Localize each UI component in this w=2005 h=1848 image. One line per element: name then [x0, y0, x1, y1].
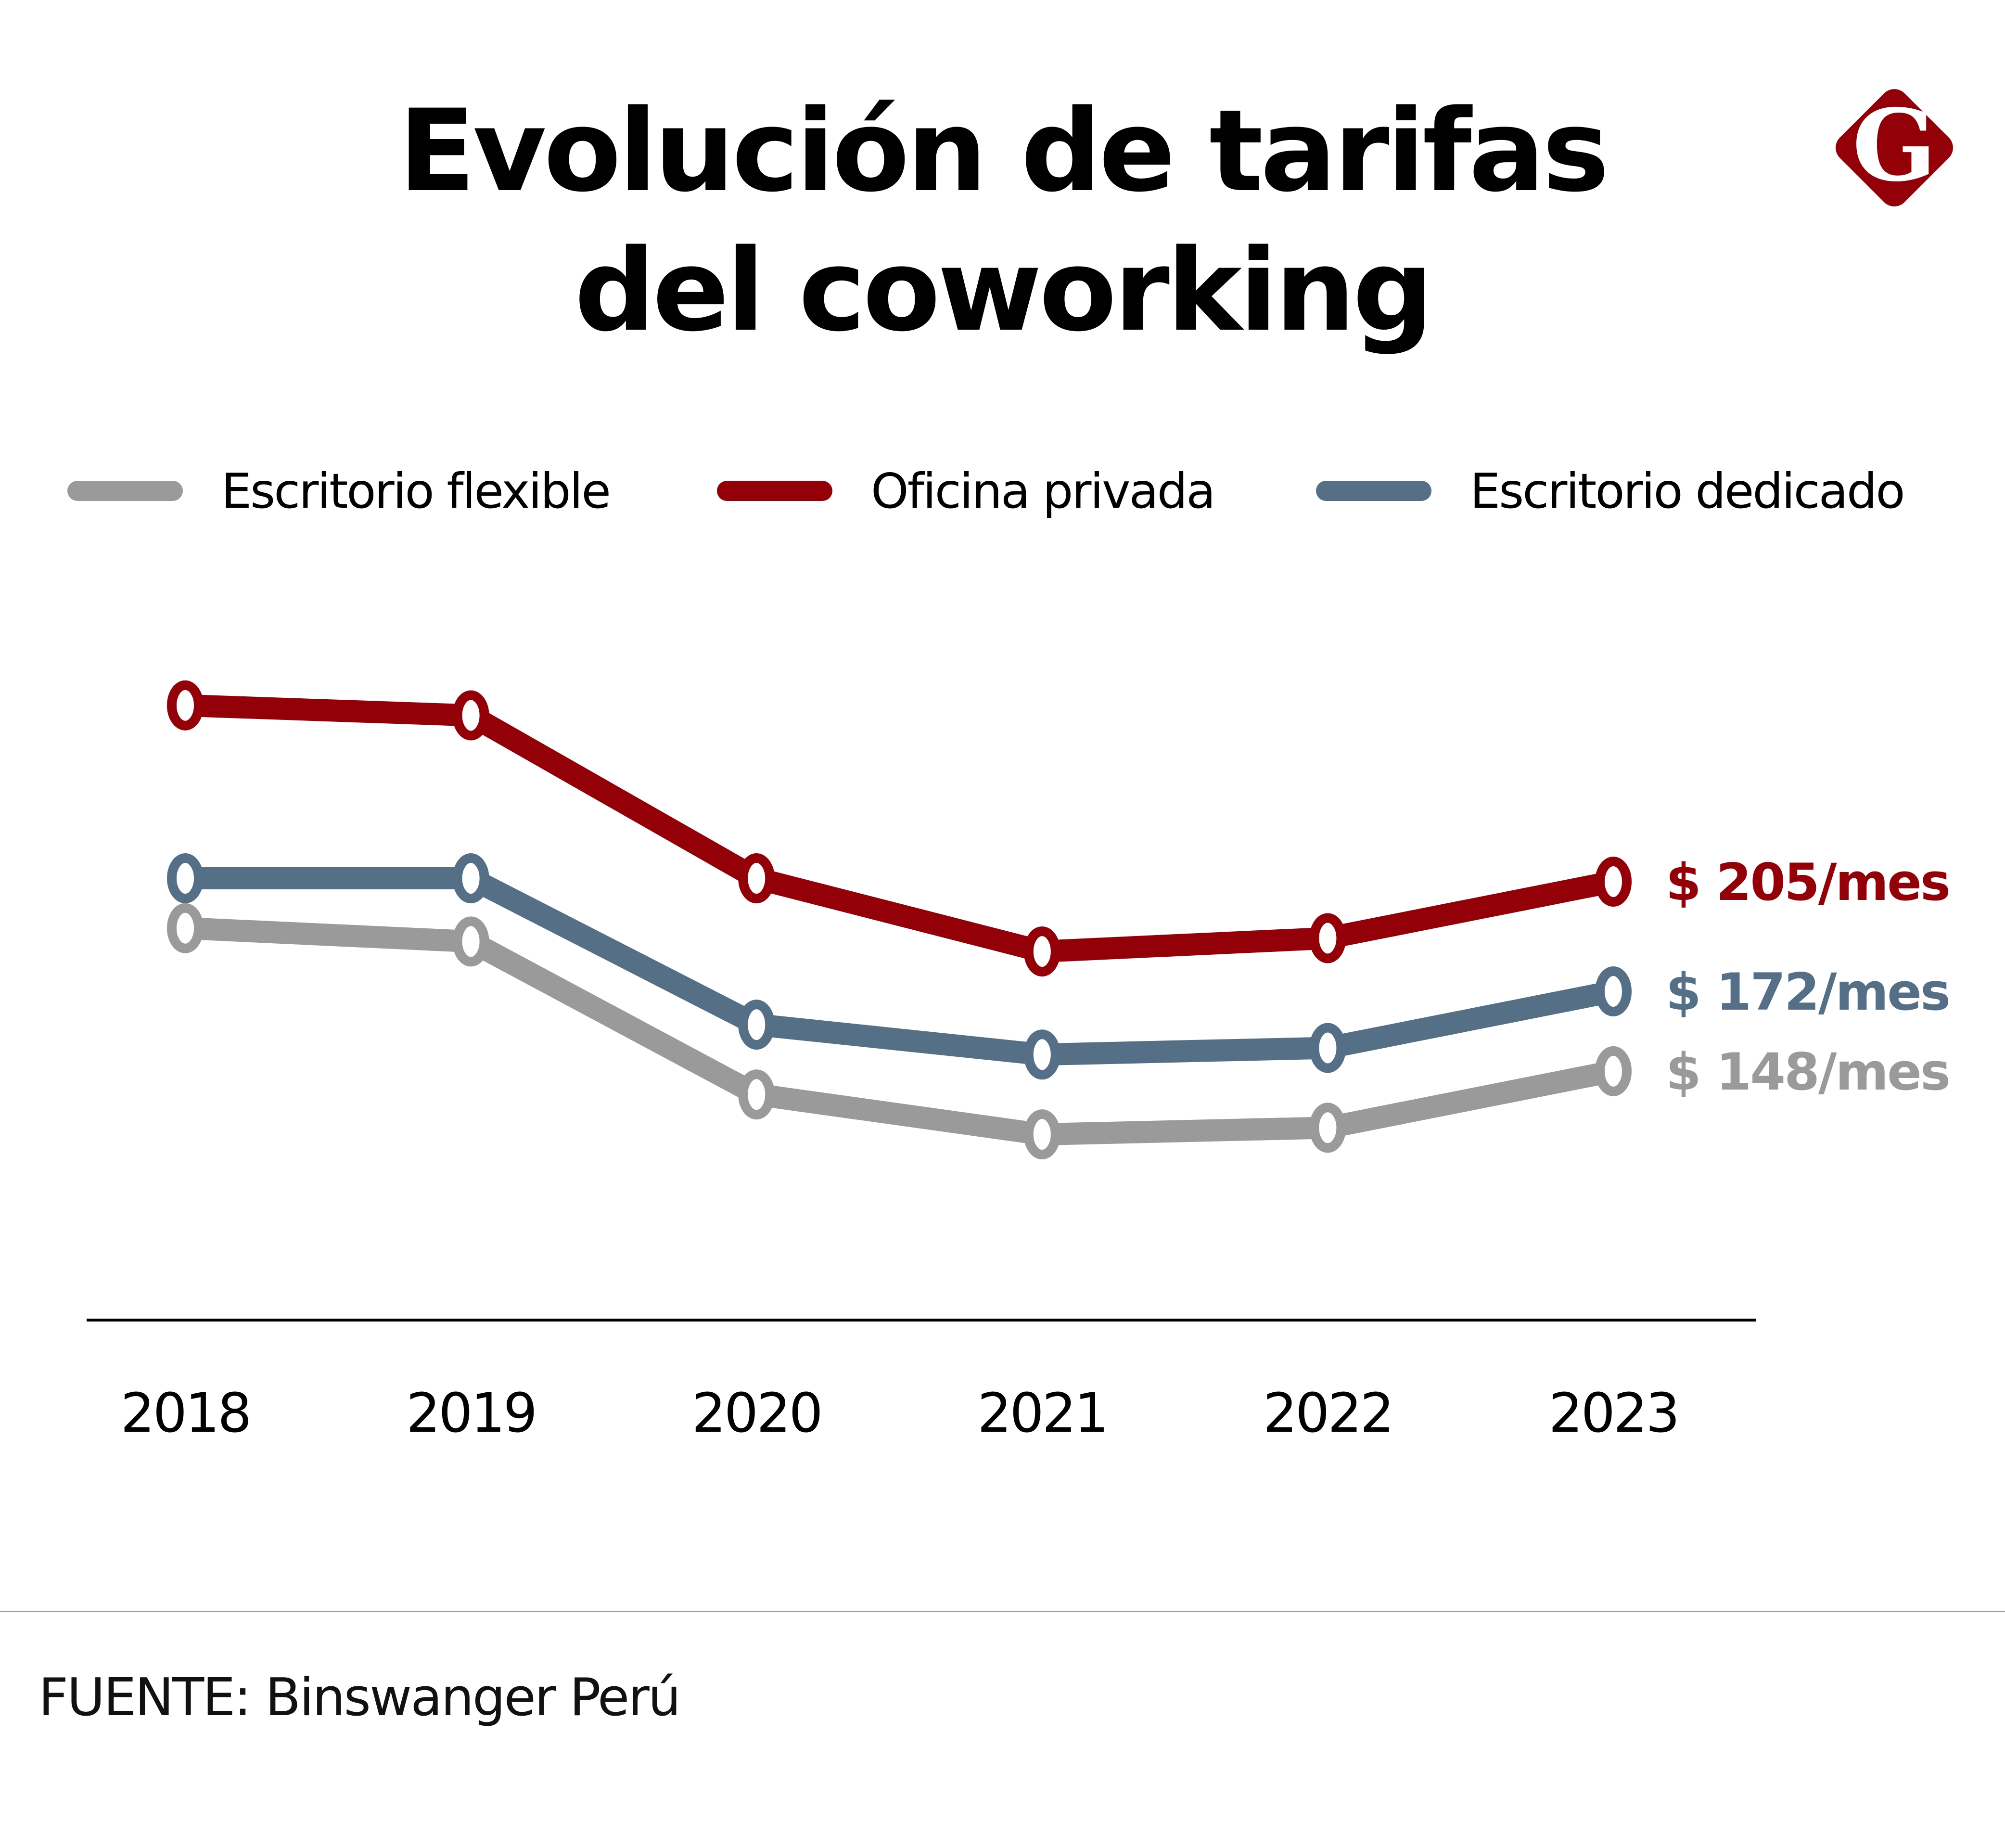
title-line-1: Evolución de tarifas [398, 86, 1609, 217]
x-tick-label: 2023 [1548, 1382, 1678, 1445]
title-line-2: del coworking [574, 225, 1434, 357]
series-escritorio-flexible [167, 903, 1632, 1160]
legend-swatch-gray [67, 481, 183, 501]
data-point-2019 [452, 853, 489, 904]
x-tick-label: 2021 [977, 1382, 1107, 1445]
end-labels: $ 148/mes $ 205/mes $ 172/mes [1666, 853, 1951, 1102]
data-point-2019 [452, 916, 489, 967]
legend-item-escritorio-flexible: Escritorio flexible [67, 460, 611, 522]
data-point-2022 [1309, 1103, 1346, 1153]
logo-diamond [1836, 89, 1953, 206]
data-point-2020 [738, 1000, 775, 1050]
data-point-2019 [452, 690, 489, 741]
data-point-2023 [1595, 966, 1632, 1016]
data-point-2018 [167, 853, 204, 904]
legend: Escritorio flexible Oficina privada Escr… [0, 460, 2005, 522]
data-point-2020 [738, 853, 775, 904]
data-point-2023 [1595, 856, 1632, 907]
legend-swatch-blue [1316, 481, 1431, 501]
legend-label: Oficina privada [871, 462, 1215, 519]
data-point-2018 [167, 680, 204, 731]
series-line [185, 694, 1616, 963]
legend-label: Escritorio dedicado [1470, 462, 1905, 519]
end-value-label: $ 148/mes [1666, 1042, 1949, 1102]
footer-divider [0, 1611, 2005, 1612]
legend-swatch-red [717, 481, 832, 501]
legend-item-escritorio-dedicado: Escritorio dedicado [1316, 460, 1905, 522]
data-point-2022 [1309, 1023, 1346, 1073]
data-point-2020 [738, 1069, 775, 1120]
series-layer [167, 680, 1632, 1160]
data-point-2021 [1023, 926, 1060, 977]
data-point-2021 [1023, 1109, 1060, 1160]
source-note: FUENTE: Binswanger Perú [38, 1668, 681, 1728]
series-escritorio-dedicado [167, 853, 1632, 1080]
end-value-label: $ 205/mes [1666, 853, 1949, 912]
x-tick-label: 2019 [406, 1382, 536, 1445]
chart-title: Evolución de tarifas del coworking [0, 82, 2005, 361]
logo-letter: G [1852, 88, 1936, 204]
x-tick-label: 2022 [1263, 1382, 1392, 1445]
data-point-2022 [1309, 913, 1346, 963]
g-diamond-logo-icon: G [1836, 88, 1953, 206]
legend-item-oficina-privada: Oficina privada [717, 460, 1215, 522]
data-point-2018 [167, 903, 204, 953]
series-line [185, 867, 1616, 1066]
data-point-2023 [1595, 1046, 1632, 1096]
series-oficina-privada [167, 680, 1632, 977]
x-tick-label: 2020 [692, 1382, 821, 1445]
end-value-label: $ 172/mes [1666, 962, 1949, 1022]
legend-label: Escritorio flexible [221, 462, 611, 519]
data-point-2021 [1023, 1029, 1060, 1080]
series-line [184, 917, 1616, 1146]
x-tick-label: 2018 [120, 1382, 250, 1445]
x-axis-ticks: 2018 2019 2020 2021 2022 2023 [120, 1382, 1680, 1445]
